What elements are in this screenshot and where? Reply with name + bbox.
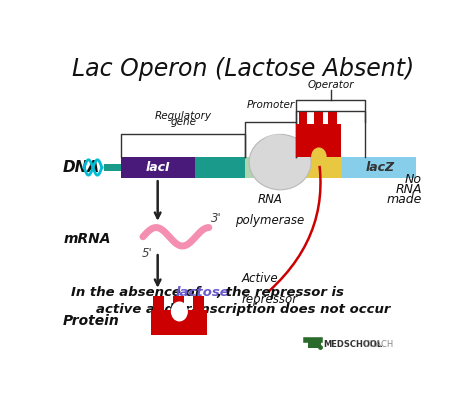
Text: mRNA: mRNA (63, 232, 110, 246)
Text: RNA: RNA (257, 193, 283, 206)
Text: In the absence of: In the absence of (71, 286, 205, 300)
Text: Regulatory: Regulatory (155, 111, 212, 121)
FancyBboxPatch shape (193, 296, 204, 310)
Ellipse shape (311, 148, 327, 166)
FancyBboxPatch shape (296, 124, 341, 157)
FancyBboxPatch shape (342, 157, 416, 178)
FancyBboxPatch shape (296, 157, 342, 178)
Ellipse shape (171, 302, 188, 322)
Text: 5': 5' (141, 247, 152, 260)
Text: repressor: repressor (241, 293, 298, 306)
Text: Active: Active (241, 272, 278, 285)
FancyBboxPatch shape (152, 310, 207, 334)
FancyBboxPatch shape (121, 157, 195, 178)
Text: 3': 3' (211, 212, 222, 225)
FancyBboxPatch shape (245, 157, 296, 178)
Text: MEDSCHOOL: MEDSCHOOL (323, 340, 382, 349)
Text: RNA: RNA (395, 182, 422, 196)
Text: Promoter: Promoter (246, 100, 294, 110)
FancyBboxPatch shape (308, 340, 319, 348)
Text: lacI: lacI (146, 161, 170, 174)
Text: lacZ: lacZ (366, 161, 395, 174)
FancyBboxPatch shape (173, 296, 184, 310)
FancyBboxPatch shape (328, 112, 337, 124)
Text: No: No (405, 172, 422, 186)
Text: lactose: lactose (175, 286, 229, 300)
Text: Operator: Operator (307, 81, 354, 91)
Text: Protein: Protein (63, 314, 120, 328)
Text: DNA: DNA (63, 160, 100, 175)
Ellipse shape (249, 134, 311, 190)
FancyBboxPatch shape (195, 157, 245, 178)
Text: active and transcription does not occur: active and transcription does not occur (96, 304, 390, 316)
Text: gene: gene (170, 117, 196, 128)
FancyBboxPatch shape (104, 164, 121, 171)
FancyBboxPatch shape (314, 112, 323, 124)
FancyBboxPatch shape (153, 296, 164, 310)
Text: polymerase: polymerase (236, 214, 305, 227)
Text: made: made (387, 192, 422, 206)
Text: Lac Operon (Lactose Absent): Lac Operon (Lactose Absent) (72, 57, 414, 81)
Text: COACH: COACH (364, 340, 394, 349)
FancyBboxPatch shape (299, 112, 307, 124)
Ellipse shape (256, 134, 299, 174)
Text: , the repressor is: , the repressor is (217, 286, 345, 300)
